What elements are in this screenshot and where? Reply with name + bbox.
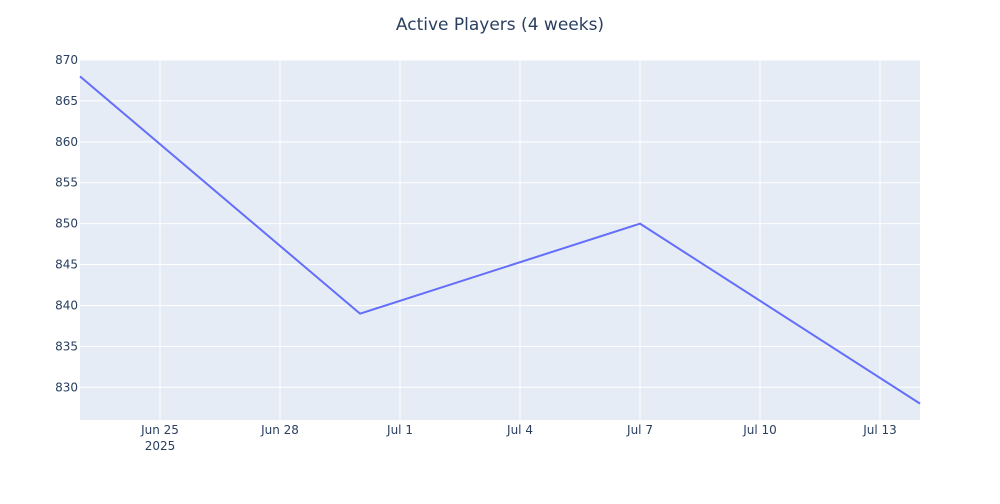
y-tick-label: 830 xyxy=(55,380,78,394)
y-tick-label: 850 xyxy=(55,217,78,231)
y-tick-label: 860 xyxy=(55,135,78,149)
x-tick-label: Jul 1 xyxy=(386,423,413,437)
x-tick-label: Jul 10 xyxy=(742,423,777,437)
x-tick-label: Jul 4 xyxy=(506,423,533,437)
x-tick-year-label: 2025 xyxy=(145,439,176,453)
y-tick-label: 870 xyxy=(55,53,78,67)
series-layer xyxy=(79,75,921,405)
y-tick-label: 840 xyxy=(55,298,78,312)
y-tick-label: 845 xyxy=(55,258,78,272)
series-line xyxy=(79,75,921,405)
chart-title: Active Players (4 weeks) xyxy=(396,15,604,35)
y-tick-label: 855 xyxy=(55,176,78,190)
plot-area xyxy=(80,60,920,420)
axis-labels: 830 835 840 845 850 855 860 865 870 Jun 25 2025 Jun… xyxy=(55,53,897,453)
x-tick-label: Jul 13 xyxy=(862,423,897,437)
x-tick-label: Jul 7 xyxy=(626,423,653,437)
y-tick-label: 865 xyxy=(55,94,78,108)
x-tick-label: Jun 28 xyxy=(260,423,299,437)
x-tick-label: Jun 25 xyxy=(140,423,179,437)
y-tick-label: 835 xyxy=(55,339,78,353)
gridlines xyxy=(80,59,920,420)
